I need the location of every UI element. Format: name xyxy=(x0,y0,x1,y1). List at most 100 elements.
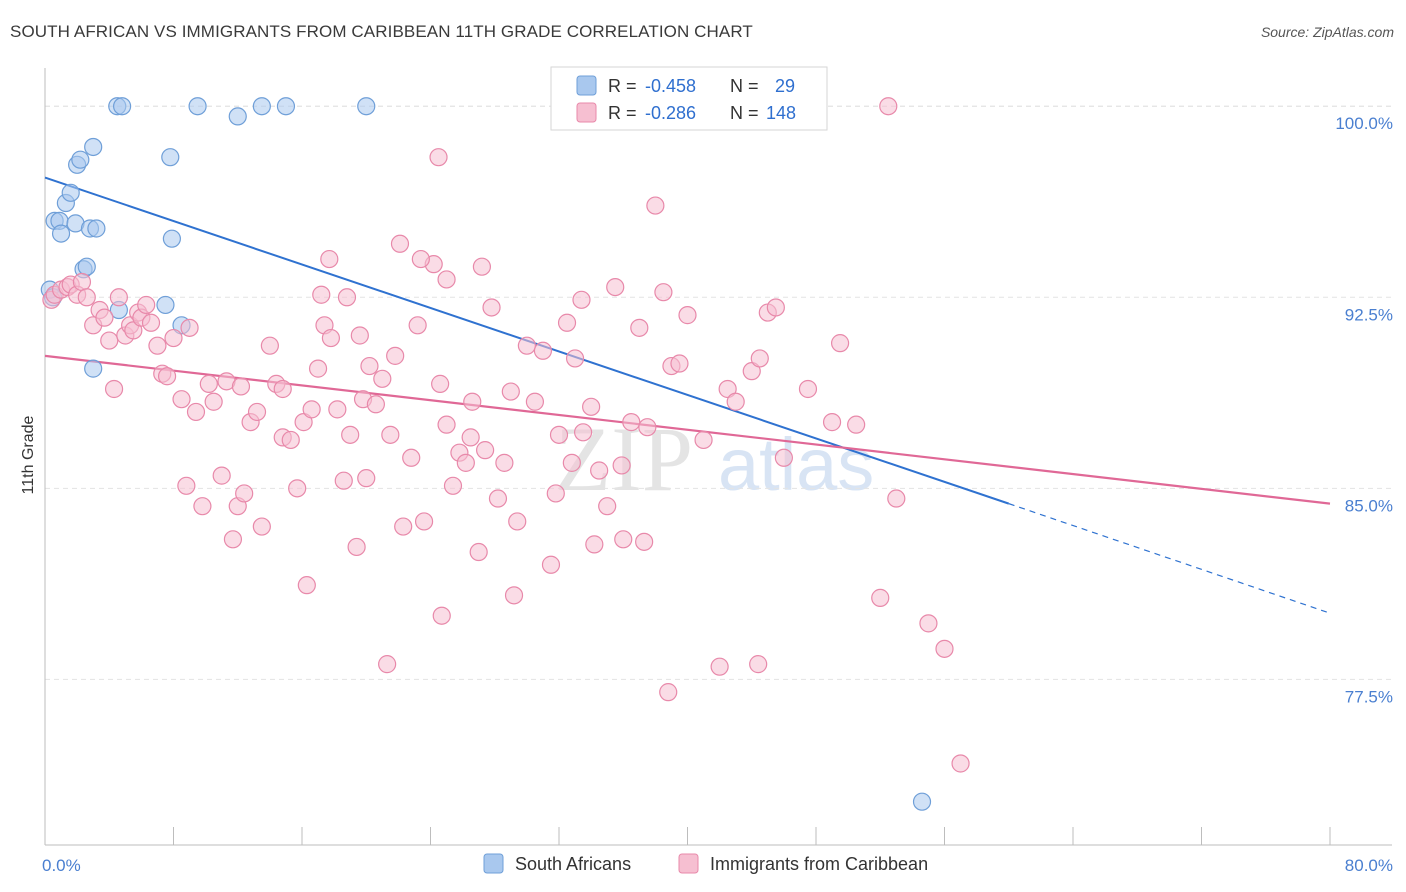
stats-legend-swatch-caribbean xyxy=(576,102,597,123)
caribbean-point xyxy=(408,316,427,335)
caribbean-point xyxy=(347,537,366,557)
caribbean-point xyxy=(501,382,520,401)
caribbean-point xyxy=(887,489,906,508)
caribbean-point xyxy=(622,413,641,432)
caribbean-point xyxy=(429,148,448,167)
caribbean-point xyxy=(504,586,524,605)
stats-legend-swatch-south-africans xyxy=(576,75,597,96)
caribbean-point xyxy=(137,295,156,315)
caribbean-point xyxy=(871,588,890,607)
legend-label-south-africans: South Africans xyxy=(515,854,631,874)
south-africans-trend-extension xyxy=(1008,503,1331,614)
caribbean-point xyxy=(678,306,697,325)
caribbean-point xyxy=(654,283,673,302)
caribbean-point xyxy=(414,512,434,531)
caribbean-point xyxy=(951,754,970,773)
south-african-point xyxy=(84,137,103,157)
caribbean-point xyxy=(193,497,212,516)
caribbean-point xyxy=(312,285,331,304)
south-african-point xyxy=(61,183,80,202)
caribbean-point xyxy=(109,288,128,307)
caribbean-point xyxy=(635,532,654,551)
caribbean-point xyxy=(334,471,353,490)
caribbean-point xyxy=(585,535,604,554)
axes: 100.0% 92.5% 85.0% 77.5% 0.0% 80.0% xyxy=(42,68,1393,875)
caribbean-point xyxy=(919,614,938,633)
caribbean-point xyxy=(525,392,545,411)
south-african-point xyxy=(228,107,247,126)
caribbean-point xyxy=(670,354,689,373)
caribbean-point xyxy=(100,331,119,350)
caribbean-point xyxy=(541,555,561,574)
caribbean-point xyxy=(186,402,206,422)
caribbean-point xyxy=(390,234,410,253)
data-points xyxy=(40,97,970,811)
y-tick-label: 77.5% xyxy=(1345,687,1393,706)
trend-lines xyxy=(44,176,1331,614)
south-african-point xyxy=(77,257,96,276)
stats-n-value-1: 29 xyxy=(775,76,795,96)
caribbean-point xyxy=(104,379,124,399)
caribbean-point xyxy=(235,484,254,503)
caribbean-point xyxy=(766,298,785,317)
caribbean-point xyxy=(443,476,463,495)
legend-swatch-caribbean xyxy=(678,853,699,874)
caribbean-point xyxy=(630,318,649,337)
caribbean-point xyxy=(378,655,397,674)
caribbean-point xyxy=(328,400,347,419)
caribbean-point xyxy=(164,328,183,348)
bottom-legend: South Africans Immigrants from Caribbean xyxy=(483,853,928,874)
caribbean-point xyxy=(95,308,114,327)
legend-label-caribbean: Immigrants from Caribbean xyxy=(710,854,928,874)
caribbean-point xyxy=(247,402,267,422)
caribbean-point xyxy=(546,484,565,503)
caribbean-point xyxy=(935,639,954,658)
y-tick-label: 85.0% xyxy=(1345,496,1393,515)
caribbean-point xyxy=(750,349,769,368)
stats-legend-box xyxy=(550,66,828,131)
caribbean-point xyxy=(830,334,850,353)
caribbean-point xyxy=(572,290,591,309)
caribbean-point xyxy=(381,425,400,444)
caribbean-point xyxy=(373,369,392,388)
stats-n-value-2: 148 xyxy=(766,103,796,123)
y-axis-label: 11th Grade xyxy=(20,415,37,494)
caribbean-point xyxy=(172,390,191,409)
caribbean-point xyxy=(148,336,167,355)
caribbean-point xyxy=(646,196,665,215)
caribbean-point xyxy=(273,379,292,399)
caribbean-point xyxy=(798,379,818,399)
caribbean-point xyxy=(557,313,577,332)
caribbean-point xyxy=(72,272,92,292)
south-african-point xyxy=(87,219,106,238)
legend-swatch-south-africans xyxy=(483,853,504,874)
caribbean-point xyxy=(199,374,218,393)
caribbean-trend-line xyxy=(44,354,1331,505)
caribbean-point xyxy=(157,367,177,386)
caribbean-point xyxy=(357,469,376,488)
caribbean-point xyxy=(469,542,488,562)
caribbean-point xyxy=(437,415,456,434)
caribbean-point xyxy=(308,359,328,378)
caribbean-point xyxy=(606,277,625,297)
south-african-point xyxy=(161,148,180,167)
caribbean-point xyxy=(749,655,768,674)
caribbean-point xyxy=(456,453,475,472)
caribbean-point xyxy=(360,356,379,376)
south-african-point xyxy=(84,359,103,378)
south-african-point xyxy=(162,229,181,248)
caribbean-point xyxy=(590,461,609,480)
caribbean-point xyxy=(341,425,360,444)
caribbean-point xyxy=(694,430,713,450)
stats-n-label-1: N = xyxy=(730,76,759,96)
caribbean-point xyxy=(549,425,569,444)
caribbean-point xyxy=(302,400,321,419)
caribbean-point xyxy=(437,270,456,289)
caribbean-point xyxy=(386,346,405,365)
x-tick-label-min: 0.0% xyxy=(42,856,81,875)
caribbean-point xyxy=(508,512,527,531)
caribbean-point xyxy=(482,298,501,317)
caribbean-point xyxy=(517,336,536,355)
caribbean-point xyxy=(141,313,161,332)
caribbean-point xyxy=(260,336,279,355)
